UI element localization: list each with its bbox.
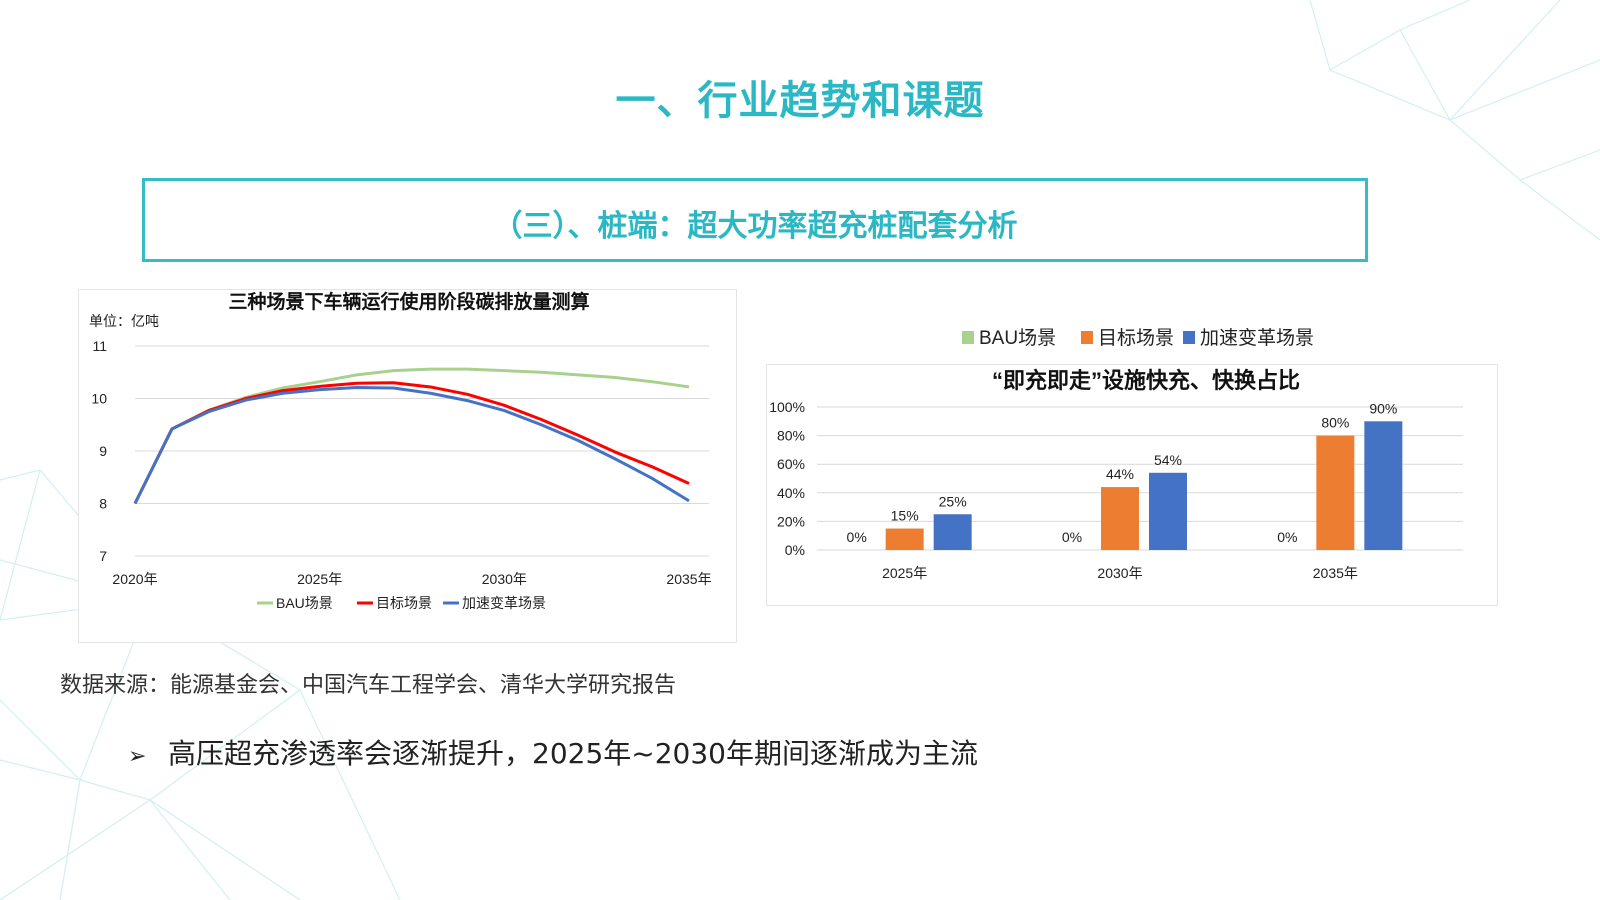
bar-1 [1101,487,1139,550]
charging-bar-chart: 0% 20% 40% 60% 80% 100% 2025年 0% 15% 25% 2030年 0% 44… [769,399,1463,581]
y-tick-label: 60% [777,456,805,472]
series-line-1 [133,381,690,505]
bar-chart-legend: BAU场景 目标场景 加速变革场景 [962,327,1314,349]
emission-line-chart-panel: 三种场景下车辆运行使用阶段碳排放量测算单位：亿吨 7 8 9 10 11 2020年 2025… [78,289,737,643]
bar-2 [1149,472,1187,550]
x-tick-label: 2030年 [1097,565,1142,581]
x-tick-label: 2030年 [482,571,527,587]
bar-2 [933,514,972,550]
bar-chart-title: “即充即走”设施快充、快换占比 [992,368,1300,393]
y-tick-label: 8 [99,496,107,512]
bar-1 [885,528,924,550]
x-tick-label: 2025年 [297,571,342,587]
charging-bar-chart-panel: 0% 20% 40% 60% 80% 100% 2025年 0% 15% 25% 2030年 0% 44… [766,364,1498,606]
data-label: 0% [1277,529,1297,545]
series-line-2 [133,385,690,505]
x-tick-label: 2025年 [882,565,927,581]
data-label: 80% [1321,415,1349,431]
y-tick-label: 11 [92,338,107,354]
bar-chart-title-area: “即充即走”设施快充、快换占比 [992,368,1300,393]
bullet-point: ➢ 高压超充渗透率会逐渐提升，2025年~2030年期间逐渐成为主流 [128,732,978,772]
page-title: 一、行业趋势和课题 [615,78,985,124]
data-label: 44% [1106,466,1134,482]
data-label: 15% [891,508,919,524]
data-label: 0% [847,529,867,545]
section-title: （三）、桩端：超大功率超充桩配套分析 [492,209,1018,244]
x-tick-label: 2035年 [1313,565,1358,581]
y-tick-label: 100% [769,399,805,415]
x-tick-label: 2020年 [112,571,157,587]
legend-label: 目标场景 [376,595,432,611]
x-tick-label: 2035年 [666,571,711,587]
legend-label: 目标场景 [1098,327,1174,349]
legend-swatch [1183,331,1195,344]
line-chart-unit-label: 单位：亿吨 [89,313,159,329]
bar-1 [1316,435,1355,550]
data-source-note: 数据来源：能源基金会、中国汽车工程学会、清华大学研究报告 [60,673,677,698]
arrow-right-icon: ➢ [128,744,147,769]
y-tick-label: 10 [91,391,107,407]
bullet-text: 高压超充渗透率会逐渐提升，2025年~2030年期间逐渐成为主流 [168,737,978,770]
y-tick-label: 7 [99,548,107,564]
legend-label: 加速变革场景 [462,595,546,611]
y-tick-label: 0% [785,542,805,558]
y-tick-label: 80% [777,428,805,444]
bar-2 [1364,421,1403,550]
data-label: 0% [1062,529,1082,545]
legend-label: BAU场景 [276,595,333,611]
line-chart-title: 三种场景下车辆运行使用阶段碳排放量测算 [228,290,589,313]
y-tick-label: 9 [99,443,107,459]
y-tick-label: 40% [777,485,805,501]
y-tick-label: 20% [777,513,805,529]
legend-label: 加速变革场景 [1200,327,1314,349]
data-label: 90% [1369,400,1397,416]
section-title-box: （三）、桩端：超大功率超充桩配套分析 [142,178,1368,262]
legend-label: BAU场景 [979,327,1056,349]
data-label: 54% [1154,452,1182,468]
data-label: 25% [939,493,967,509]
legend-swatch [962,331,974,344]
legend-swatch [1081,331,1093,344]
